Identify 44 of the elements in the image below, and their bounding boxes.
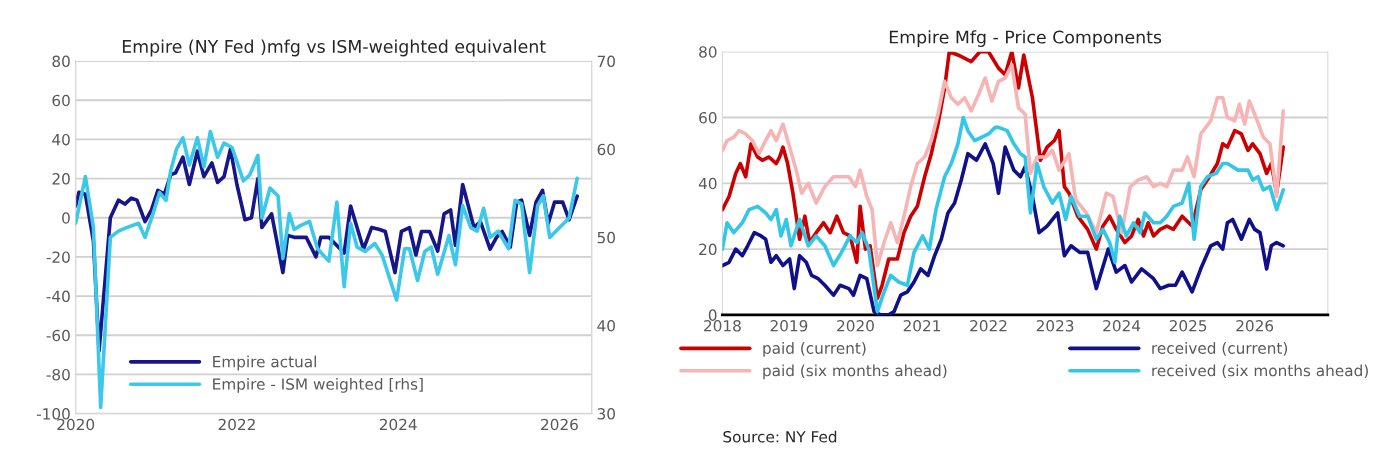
legend-label: Empire - ISM weighted [rhs] [213,378,423,393]
y2-tick-label: 60 [597,143,615,156]
x-tick-label: 2020 [57,418,95,431]
y-tick-label: 0 [708,309,717,321]
x-tick-label: 2024 [379,418,417,431]
y-tick-label: -20 [46,251,70,263]
y2-tick-label: 50 [597,231,615,244]
y-tick-label: 20 [699,243,717,256]
y-tick-label: 40 [698,177,717,190]
x-tick-label: 2025 [1169,320,1207,332]
x-tick-label: 2024 [1103,320,1141,332]
y-tick-label: -100 [36,408,70,420]
y-tick-label: -40 [46,290,70,303]
y2-tick-label: 70 [597,55,615,68]
chart-title: Empire (NY Fed )mfg vs ISM-weighted equivalent [122,39,546,57]
legend-label: paid (six months ahead) [763,364,947,380]
source-note: Source: NY Fed [723,430,837,443]
x-tick-label: 2023 [1036,320,1074,332]
line-series [722,63,1286,268]
x-tick-label: 2018 [704,320,741,332]
x-tick-label: 2026 [541,418,578,431]
y-tick-label: -80 [46,368,70,381]
y-tick-label: 80 [699,46,717,58]
x-tick-label: 2022 [970,320,1007,332]
y2-tick-label: 30 [597,408,615,420]
y-tick-label: 40 [52,133,70,146]
x-tick-label: 2021 [903,320,941,332]
legend-label: received (six months ahead) [1152,364,1368,379]
y-tick-label: 60 [699,111,717,124]
x-tick-label: 2020 [837,320,874,332]
chart-title: Empire Mfg - Price Components [889,30,1162,47]
y-tick-label: 60 [52,94,70,107]
x-tick-label: 2022 [218,418,255,431]
x-tick-label: 2026 [1236,320,1274,332]
x-tick-label: 2019 [770,320,808,332]
legend-label: Empire actual [213,355,316,371]
y-tick-label: 20 [52,173,70,185]
y2-tick-label: 40 [597,319,615,332]
y-tick-label: -60 [46,329,70,342]
legend-label: received (current) [1152,342,1288,356]
legend-label: paid (current) [763,342,866,357]
line-series [75,129,579,410]
y-tick-label: 0 [62,212,70,224]
y-tick-label: 80 [52,55,70,68]
